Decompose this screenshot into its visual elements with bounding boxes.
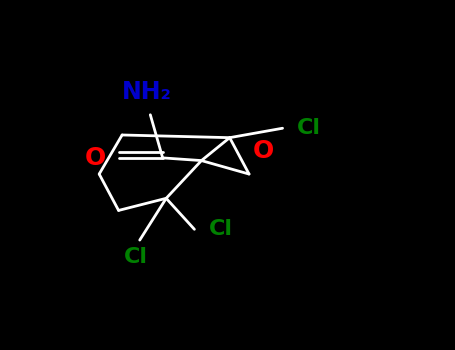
Text: Cl: Cl xyxy=(208,219,233,239)
Text: NH₂: NH₂ xyxy=(122,80,172,104)
Text: O: O xyxy=(253,139,274,163)
Text: Cl: Cl xyxy=(124,247,148,267)
Text: O: O xyxy=(85,146,106,170)
Text: Cl: Cl xyxy=(297,118,321,138)
